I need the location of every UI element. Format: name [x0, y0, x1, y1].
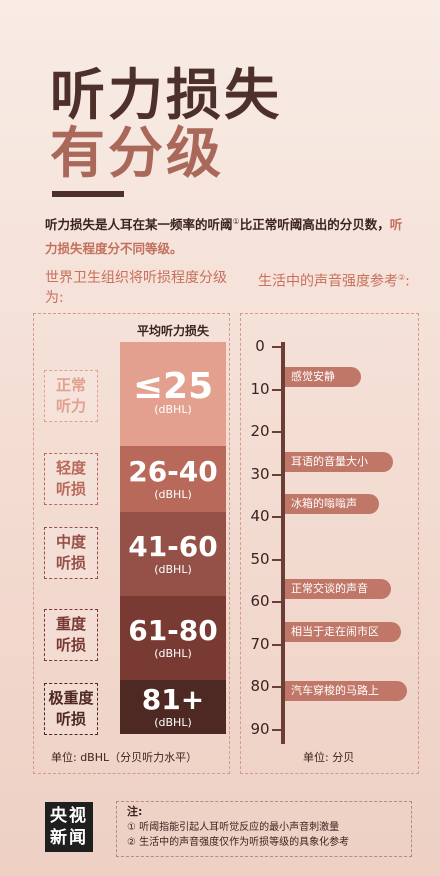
- grade-label-normal: 正常 听力: [44, 370, 98, 422]
- scale-tick: [272, 558, 282, 561]
- page-title-line1: 听力损失: [50, 63, 283, 127]
- sound-marker: 相当于走在闹市区: [285, 621, 401, 642]
- grade-cell-normal: ≤25 (dBHL): [120, 342, 226, 446]
- title-underline: [52, 191, 124, 197]
- sound-scale-line: [281, 342, 285, 744]
- scale-tick-label: 90: [250, 719, 270, 738]
- intro-highlight: 听力损失程度分不同等级。: [45, 217, 403, 257]
- grade-unit: (dBHL): [154, 647, 192, 660]
- grade-label-moderate: 中度 听损: [44, 527, 98, 579]
- grade-label-line1: 重度: [55, 615, 86, 633]
- grade-unit: (dBHL): [154, 488, 192, 501]
- scale-tick: [272, 388, 282, 391]
- note-item: ① 听阈指能引起人耳听觉反应的最小声音刺激量: [127, 822, 340, 833]
- scale-tick-label: 10: [250, 379, 270, 398]
- grade-label-line1: 轻度: [55, 459, 86, 477]
- grade-value: ≤25: [132, 366, 214, 407]
- grade-column: ≤25 (dBHL) 26-40 (dBHL) 41-60 (dBHL) 61-…: [120, 342, 226, 734]
- scale-tick: [272, 516, 282, 518]
- cctv-news-logo: 央视 新闻: [45, 802, 93, 852]
- sound-unit-label: 单位: 分贝: [303, 751, 355, 764]
- footnote-mark-1: ①: [232, 217, 240, 226]
- intro-part2: 比正常听阈高出的分贝数，: [239, 217, 390, 233]
- scale-tick: [272, 601, 282, 603]
- grade-cell-mild: 26-40 (dBHL): [120, 446, 226, 512]
- intro-part1: 听力损失是人耳在某一频率的听阈: [45, 217, 233, 233]
- column-header: 平均听力损失: [136, 324, 209, 338]
- sound-marker: 汽车穿梭的马路上: [285, 681, 407, 702]
- sound-marker: 感觉安静: [285, 366, 361, 387]
- scale-tick: [272, 686, 282, 688]
- grade-cell-moderate: 41-60 (dBHL): [120, 512, 226, 596]
- grading-panel: [33, 313, 230, 774]
- grade-label-profound: 极重度 听损: [44, 683, 98, 735]
- scale-tick: [272, 473, 282, 476]
- grade-label-line1: 正常: [55, 376, 86, 394]
- grade-unit: (dBHL): [154, 403, 192, 416]
- grade-label-line1: 极重度: [48, 689, 94, 707]
- grade-label-line2: 听损: [55, 636, 86, 654]
- grading-heading: 世界卫生组织将听损程度分级为:: [45, 270, 227, 306]
- grade-value: 81+: [141, 683, 205, 716]
- notes-box: 注: ① 听阈指能引起人耳听觉反应的最小声音刺激量 ② 生活中的声音强度仅作为听…: [116, 801, 412, 857]
- scale-tick-label: 80: [250, 677, 270, 695]
- grade-cell-severe: 61-80 (dBHL): [120, 596, 226, 680]
- scale-tick-label: 40: [250, 507, 270, 525]
- scale-tick: [272, 728, 282, 731]
- sound-marker: 正常交谈的声音: [285, 579, 391, 600]
- grade-value: 41-60: [128, 530, 218, 563]
- grade-unit: (dBHL): [154, 563, 192, 576]
- grade-label-line2: 听损: [55, 554, 86, 572]
- grade-label-line2: 听损: [55, 710, 86, 728]
- scale-tick-label: 70: [250, 634, 270, 653]
- footnote-mark-2: ②: [398, 273, 406, 282]
- grade-label-line1: 中度: [55, 533, 86, 551]
- note-item: ② 生活中的声音强度仅作为听损等级的具象化参考: [127, 837, 350, 848]
- scale-tick: [272, 643, 282, 646]
- logo-line1: 央视: [50, 806, 88, 826]
- grade-value: 26-40: [128, 455, 218, 488]
- grade-label-line2: 听力: [55, 397, 86, 415]
- grade-value: 61-80: [128, 614, 218, 647]
- grade-label-mild: 轻度 听损: [44, 453, 98, 505]
- page-title-line2: 有分级: [50, 121, 225, 185]
- scale-tick: [272, 431, 282, 433]
- scale-tick-label: 60: [250, 592, 270, 610]
- scale-tick-label: 20: [250, 422, 270, 440]
- sound-marker: 耳语的音量大小: [285, 451, 393, 472]
- logo-line2: 新闻: [50, 828, 88, 848]
- grading-unit-label: 单位: dBHL（分贝听力水平）: [51, 751, 198, 764]
- grade-unit: (dBHL): [154, 716, 192, 729]
- sound-heading-suffix: :: [405, 273, 410, 290]
- sound-heading: 生活中的声音强度参考②:: [258, 268, 418, 292]
- grade-label-line2: 听损: [55, 480, 86, 498]
- scale-tick: [272, 346, 282, 348]
- sound-panel: [240, 313, 419, 774]
- sound-heading-text: 生活中的声音强度参考: [258, 273, 398, 290]
- grade-label-severe: 重度 听损: [44, 609, 98, 661]
- scale-tick-label: 30: [250, 464, 270, 483]
- scale-tick-label: 0: [255, 337, 265, 355]
- sound-marker: 冰箱的嗡嗡声: [285, 494, 379, 515]
- scale-tick-label: 50: [250, 549, 270, 568]
- notes-title: 注:: [127, 805, 143, 818]
- intro-text: 听力损失是人耳在某一频率的听阈①比正常听阈高出的分贝数，听力损失程度分不同等级。: [45, 210, 405, 261]
- grade-cell-profound: 81+ (dBHL): [120, 680, 226, 734]
